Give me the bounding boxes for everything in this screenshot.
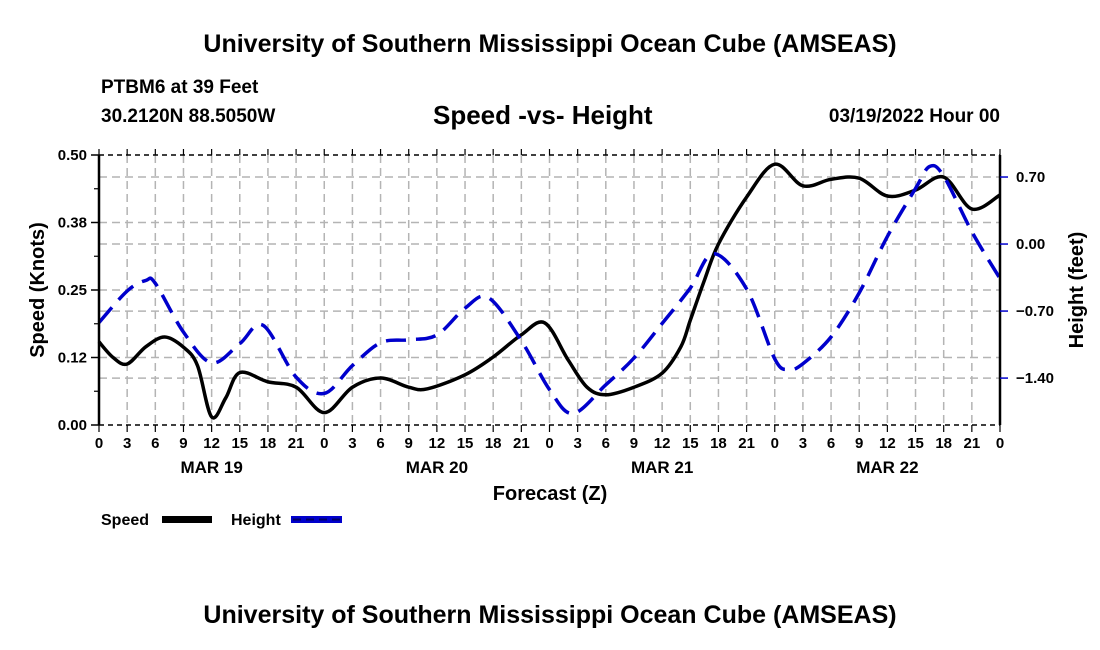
legend: Speed Height [101, 512, 342, 529]
x-tick-label: 3 [348, 435, 356, 452]
x-tick-label: 18 [710, 435, 727, 452]
y2-axis-ticks: 0.70 0.00 −0.70 −1.40 [1000, 169, 1054, 387]
x-tick-label: 15 [682, 435, 699, 452]
x-tick-label: 3 [573, 435, 581, 452]
x-tick-label: 12 [203, 435, 220, 452]
x-tick-label: 0 [95, 435, 103, 452]
x-tick-label: 9 [630, 435, 638, 452]
y2-tick-label: 0.70 [1016, 169, 1045, 186]
x-day-label: MAR 21 [631, 458, 693, 477]
x-day-label: MAR 20 [406, 458, 468, 477]
x-tick-label: 3 [123, 435, 131, 452]
x-tick-label: 9 [855, 435, 863, 452]
y-axis-ticks: 0.00 0.12 0.25 0.38 0.50 [58, 147, 99, 434]
chart-title: Speed -vs- Height [433, 100, 653, 130]
y-tick-label: 0.00 [58, 417, 87, 434]
x-axis-label: Forecast (Z) [493, 483, 607, 505]
x-tick-label: 6 [602, 435, 610, 452]
x-tick-label: 18 [485, 435, 502, 452]
station-label: PTBM6 at 39 Feet [101, 77, 259, 98]
x-tick-label: 21 [738, 435, 755, 452]
x-tick-label: 15 [231, 435, 248, 452]
forecast-datetime: 03/19/2022 Hour 00 [828, 106, 1000, 127]
coordinates-label: 30.2120N 88.5050W [101, 106, 276, 127]
x-tick-label: 0 [771, 435, 779, 452]
x-tick-label: 6 [827, 435, 835, 452]
x-tick-label: 9 [405, 435, 413, 452]
x-axis-ticks: 0 3 6 9 12 15 18 21 0 3 6 9 12 15 18 21 0 3 6 9 12 15 18 21 0 3 6 9… [95, 149, 1004, 477]
legend-swatch-speed [162, 516, 212, 523]
x-tick-label: 18 [935, 435, 952, 452]
x-tick-label: 6 [376, 435, 384, 452]
grid-lines [99, 155, 1000, 425]
series-line-height [97, 163, 1002, 416]
x-tick-label: 0 [545, 435, 553, 452]
x-tick-label: 12 [654, 435, 671, 452]
legend-swatch-height [291, 516, 342, 523]
x-tick-label: 0 [320, 435, 328, 452]
y2-axis-label: Height (feet) [1066, 232, 1088, 349]
x-tick-label: 21 [964, 435, 981, 452]
series-line-speed [97, 162, 1001, 420]
chart-footer-title: University of Southern Mississippi Ocean… [203, 601, 897, 629]
x-tick-label: 9 [179, 435, 187, 452]
y2-tick-label: −0.70 [1016, 303, 1054, 320]
x-tick-label: 0 [996, 435, 1004, 452]
y-tick-label: 0.25 [58, 282, 87, 299]
legend-label-height: Height [231, 512, 281, 529]
x-tick-label: 3 [799, 435, 807, 452]
chart-supertitle: University of Southern Mississippi Ocean… [203, 30, 897, 58]
x-tick-label: 15 [907, 435, 924, 452]
x-tick-label: 12 [429, 435, 446, 452]
x-day-label: MAR 22 [856, 458, 918, 477]
legend-label-speed: Speed [101, 512, 149, 529]
x-tick-label: 15 [457, 435, 474, 452]
y-axis-label: Speed (Knots) [27, 222, 49, 358]
x-tick-label: 21 [513, 435, 530, 452]
y-tick-label: 0.50 [58, 147, 87, 164]
x-tick-label: 12 [879, 435, 896, 452]
x-tick-label: 18 [260, 435, 277, 452]
y-tick-label: 0.12 [58, 350, 87, 367]
y2-tick-label: 0.00 [1016, 236, 1045, 253]
y2-tick-label: −1.40 [1016, 370, 1054, 387]
series-lines [97, 162, 1002, 420]
x-tick-label: 6 [151, 435, 159, 452]
x-day-label: MAR 19 [180, 458, 242, 477]
x-tick-label: 21 [288, 435, 305, 452]
y-tick-label: 0.38 [58, 215, 87, 232]
